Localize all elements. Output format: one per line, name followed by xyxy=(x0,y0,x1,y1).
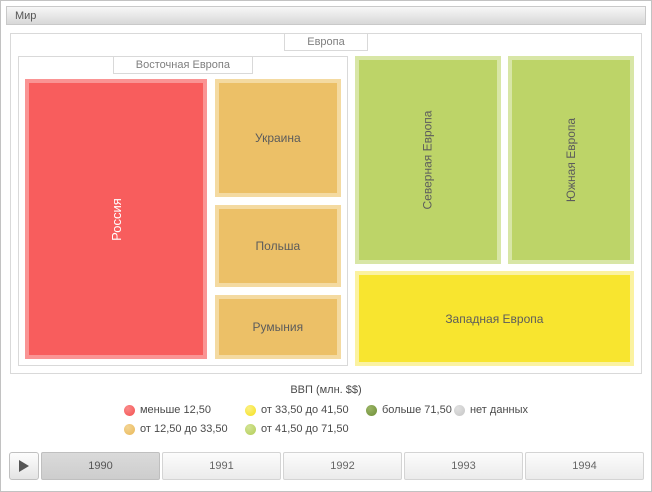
year-button-1992[interactable]: 1992 xyxy=(283,452,402,480)
legend-item-no-data: нет данных xyxy=(453,404,528,416)
timeline: 1990 1991 1992 1993 1994 xyxy=(9,452,644,480)
group-title-europe[interactable]: Европа xyxy=(284,33,368,51)
western-northern-region: Северная Европа Южная Европа Западная Ев… xyxy=(354,56,634,366)
legend-item-41-50-to-71-50: от 41,50 до 71,50 xyxy=(244,423,366,435)
poland-label: Польша xyxy=(255,238,301,253)
legend-swatch-yellow-icon xyxy=(244,404,256,416)
play-icon xyxy=(19,460,29,472)
legend-item-33-50-to-41-50: от 33,50 до 41,50 xyxy=(244,404,366,416)
europe-cells-container: Восточная Европа Россия Украина Польша xyxy=(11,51,641,373)
treemap-cell-poland[interactable]: Польша xyxy=(214,204,341,288)
world-label: Мир xyxy=(15,9,37,22)
northern-europe-label: Северная Европа xyxy=(420,110,435,210)
romania-label: Румыния xyxy=(252,320,304,335)
year-button-1990[interactable]: 1990 xyxy=(41,452,160,480)
eastern-europe-cells-container: Россия Украина Польша Румыния xyxy=(19,74,347,365)
year-button-1991[interactable]: 1991 xyxy=(162,452,281,480)
legend-label: от 33,50 до 41,50 xyxy=(260,404,349,416)
treemap-group-eastern-europe: Восточная Европа Россия Украина Польша xyxy=(18,56,348,366)
ukraine-label: Украина xyxy=(254,130,301,145)
north-south-row: Северная Европа Южная Европа xyxy=(354,56,634,265)
group-title-eastern-europe[interactable]: Восточная Европа xyxy=(112,56,253,74)
legend-title: ВВП (млн. $$) xyxy=(290,384,362,396)
legend-label: больше 71,50 xyxy=(381,404,452,416)
legend-swatch-red-icon xyxy=(123,404,135,416)
treemap-cell-western-europe[interactable]: Западная Европа xyxy=(354,271,634,366)
western-europe-label: Западная Европа xyxy=(445,311,544,326)
treemap-cell-ukraine[interactable]: Украина xyxy=(214,79,341,197)
legend-label: от 41,50 до 71,50 xyxy=(260,423,349,435)
legend-swatch-gray-icon xyxy=(453,404,465,416)
treemap-cell-northern-europe[interactable]: Северная Европа xyxy=(354,56,502,265)
legend-swatch-orange-icon xyxy=(123,423,135,435)
treemap-cell-southern-europe[interactable]: Южная Европа xyxy=(508,56,634,265)
year-button-1994[interactable]: 1994 xyxy=(525,452,644,480)
treemap-cell-romania[interactable]: Румыния xyxy=(214,295,341,359)
play-button[interactable] xyxy=(9,452,39,480)
treemap-group-europe: Европа Восточная Европа Россия Украина xyxy=(10,33,642,374)
legend-swatch-dark-green-icon xyxy=(365,404,377,416)
legend-grid: меньше 12,50 от 33,50 до 41,50 больше 71… xyxy=(123,404,528,435)
legend-item-more-71-50: больше 71,50 xyxy=(365,404,454,416)
legend-swatch-light-green-icon xyxy=(244,423,256,435)
southern-europe-label: Южная Европа xyxy=(564,118,579,203)
treemap-cell-russia[interactable]: Россия xyxy=(25,79,207,359)
legend-item-less-12-50: меньше 12,50 xyxy=(123,404,245,416)
legend-label: от 12,50 до 33,50 xyxy=(139,423,228,435)
breadcrumb-world-button[interactable]: Мир xyxy=(6,6,646,25)
russia-label: Россия xyxy=(108,197,124,241)
legend: ВВП (млн. $$) меньше 12,50 от 33,50 до 4… xyxy=(1,384,651,435)
legend-item-12-50-to-33-50: от 12,50 до 33,50 xyxy=(123,423,245,435)
legend-label: нет данных xyxy=(469,404,528,416)
eastern-europe-right-column: Украина Польша Румыния xyxy=(214,79,341,359)
year-button-1993[interactable]: 1993 xyxy=(404,452,523,480)
legend-label: меньше 12,50 xyxy=(139,404,211,416)
treemap-chart: Европа Восточная Европа Россия Украина xyxy=(10,33,642,374)
